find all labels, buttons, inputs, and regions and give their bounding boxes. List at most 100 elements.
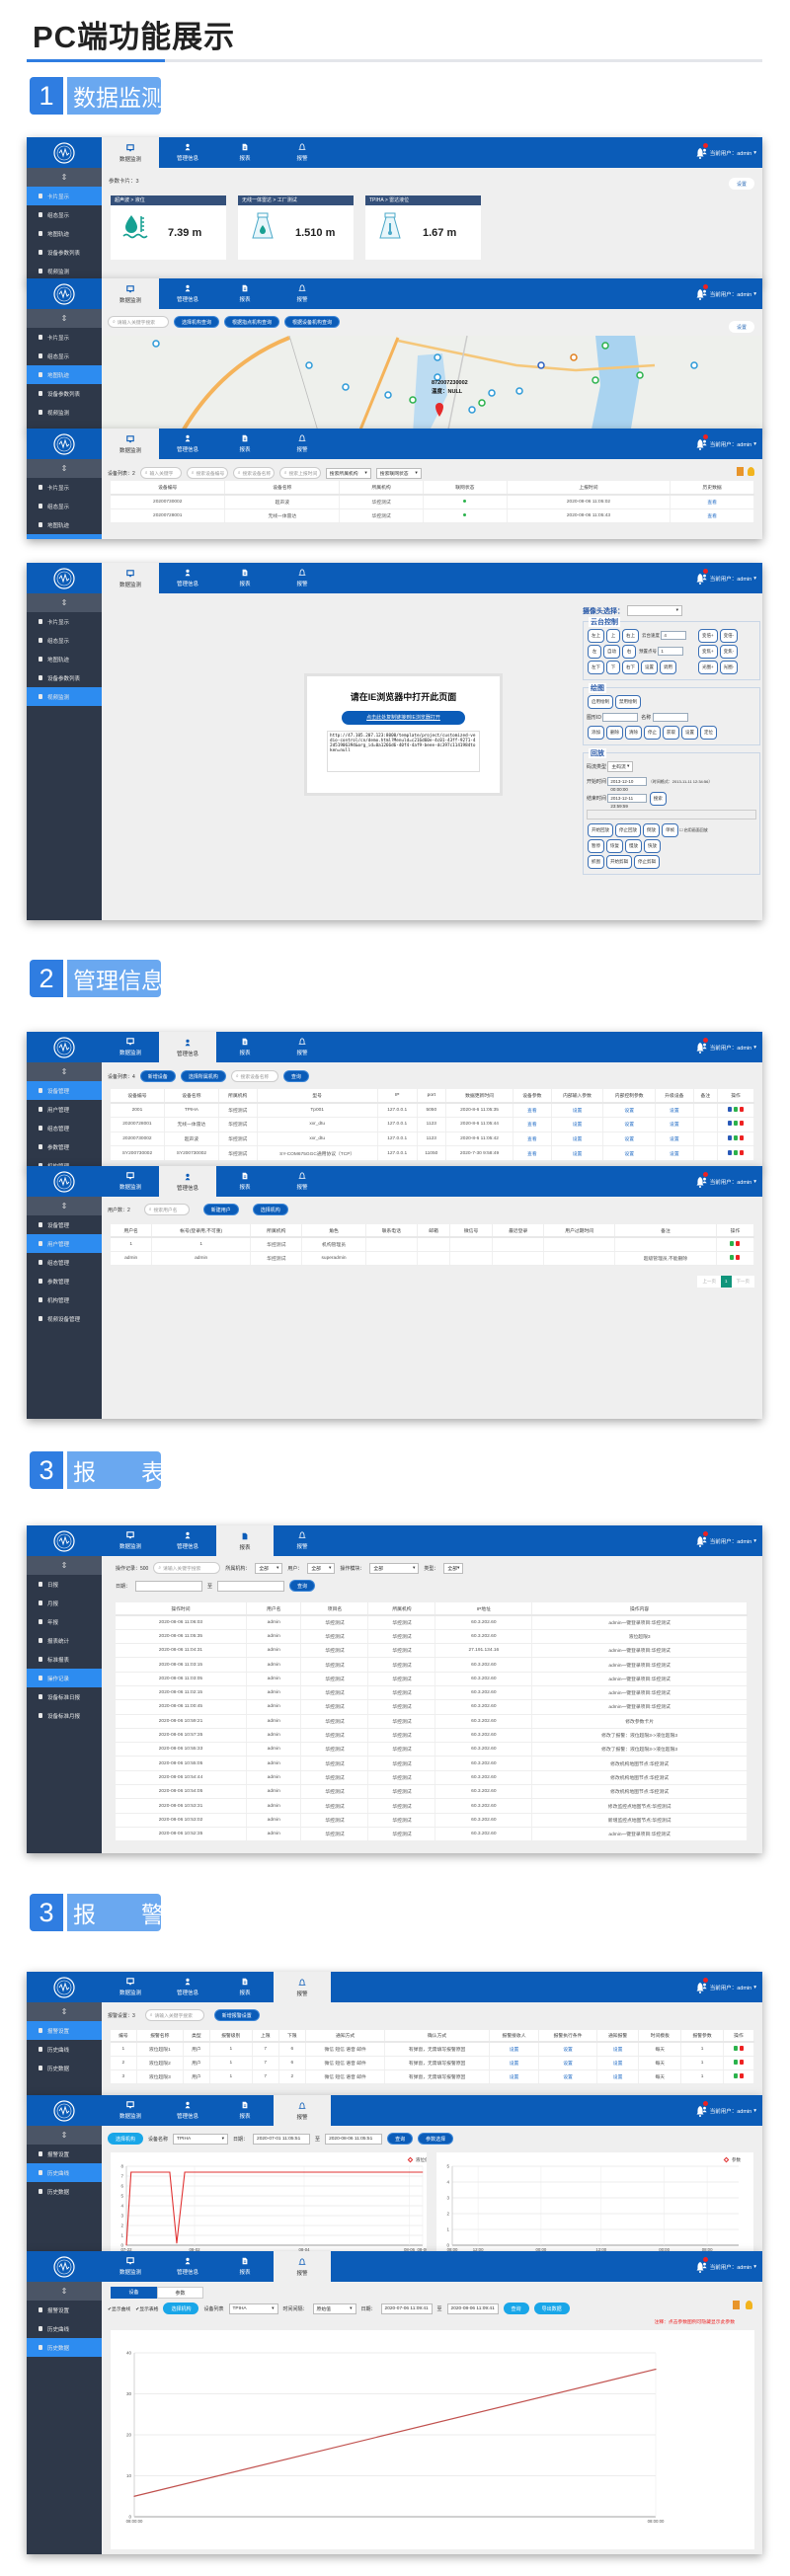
notification-bell-icon[interactable] (695, 284, 708, 300)
location-icon[interactable] (728, 1149, 733, 1155)
ptz-button[interactable]: 上 (606, 629, 620, 643)
device-search-input[interactable]: ⌕ 搜索设备名称 (230, 1070, 278, 1082)
playback-button[interactable]: 开始回放 (588, 823, 613, 837)
sidebar-item[interactable]: 操作记录 (27, 1669, 102, 1687)
sidebar-item[interactable]: 卡片显示 (27, 328, 102, 347)
sidebar-item[interactable]: 参数管理 (27, 1272, 102, 1290)
filter-input[interactable]: ⌕ 搜索设备编号 (186, 467, 228, 479)
sidebar-item[interactable]: 地图轨迹 (27, 365, 102, 384)
link-settings[interactable]: 设置 (612, 2061, 623, 2067)
delete-icon[interactable] (739, 2072, 744, 2078)
reverse-playback-checkbox[interactable]: ☐ 启用画面回放 (679, 827, 708, 832)
link-settings[interactable]: 设置 (563, 2061, 573, 2067)
tab-alarm[interactable]: 报警 (274, 137, 331, 168)
tab-management[interactable]: 管理信息 (159, 278, 216, 309)
tab-report[interactable]: 报表 (216, 1525, 274, 1558)
sidebar-item[interactable]: 视频设备管理 (27, 1309, 102, 1328)
map-filter-button[interactable]: 根据指点机构查询 (224, 316, 280, 328)
sidebar-item[interactable]: 设备参数列表 (27, 534, 102, 539)
map-poi-marker[interactable] (515, 387, 523, 395)
tab-management[interactable]: 管理信息 (159, 2251, 216, 2282)
delete-icon[interactable] (740, 1134, 745, 1140)
ptz-button[interactable]: 调用 (660, 661, 676, 674)
delete-icon[interactable] (739, 2045, 744, 2051)
sidebar-item[interactable]: 设备参数列表 (27, 243, 102, 262)
sidebar-item[interactable]: 视频监测 (27, 262, 102, 280)
tab-alarm[interactable]: 报警 (274, 278, 331, 309)
edit-icon[interactable] (734, 1121, 739, 1127)
tab-alarm[interactable]: 报警 (274, 1525, 331, 1556)
sidebar-collapse-toggle[interactable]: ⇕ (27, 168, 102, 187)
sidebar-item[interactable]: 卡片显示 (27, 478, 102, 497)
notification-bell-icon[interactable] (695, 1978, 708, 1993)
tab-management[interactable]: 管理信息 (159, 1166, 216, 1199)
map-poi-marker[interactable] (592, 376, 599, 384)
user-menu[interactable]: 当前用户：admin ▾ (701, 574, 756, 583)
link-settings[interactable]: 设置 (624, 1151, 634, 1157)
map-poi-marker[interactable] (537, 361, 545, 369)
sidebar-item[interactable]: 报警设置 (27, 2301, 102, 2319)
edit-icon[interactable] (734, 1134, 739, 1140)
edit-icon[interactable] (733, 2059, 738, 2065)
ptz-button[interactable]: 右 (622, 645, 636, 659)
tab-management[interactable]: 管理信息 (159, 1525, 216, 1556)
add-user-button[interactable]: 新建用户 (202, 1204, 239, 1215)
edit-icon[interactable] (730, 1240, 735, 1246)
delete-icon[interactable] (740, 1121, 745, 1127)
end-date-input[interactable]: 2020-08-06 11:09:41 (446, 2303, 499, 2314)
select-org-button[interactable]: 选择机构 (108, 2133, 144, 2145)
tab-report[interactable]: 报表 (216, 563, 274, 593)
export-icon[interactable] (737, 467, 744, 476)
sidebar-item[interactable]: 视频监测 (27, 403, 102, 422)
lens-button[interactable]: 光圈+ (698, 661, 718, 674)
tab-report[interactable]: 报表 (216, 278, 274, 309)
sidebar-item[interactable]: 组态显示 (27, 205, 102, 224)
tab-data-monitor[interactable]: 数据监测 (102, 2095, 159, 2126)
filter-input[interactable]: ⌕ 搜索设备名称 (232, 467, 275, 479)
tab-report[interactable]: 报表 (216, 1972, 274, 2002)
tab-alarm[interactable]: 报警 (274, 563, 331, 593)
start-date-input[interactable]: 2020-07-01 11:05:51 (253, 2133, 311, 2145)
sidebar-item[interactable]: 设备管理 (27, 1081, 102, 1100)
link-settings[interactable]: 设置 (624, 1123, 634, 1129)
lens-button[interactable]: 变倍+ (698, 629, 718, 643)
user-menu[interactable]: 当前用户：admin ▾ (701, 1536, 756, 1545)
tab-alarm[interactable]: 报警 (274, 429, 331, 459)
link-view[interactable]: 查看 (527, 1151, 537, 1157)
link-settings[interactable]: 设置 (509, 2047, 519, 2053)
delete-icon[interactable] (736, 1254, 741, 1260)
query-button[interactable]: 查询 (282, 1070, 309, 1082)
module-select[interactable]: 全部 ▾ (369, 1562, 420, 1574)
edit-icon[interactable] (734, 1107, 739, 1113)
ptz-button[interactable]: 左下 (588, 661, 604, 674)
notification-bell-icon[interactable] (695, 1038, 708, 1054)
map-poi-marker[interactable] (636, 371, 644, 379)
map-poi-marker[interactable] (434, 353, 441, 361)
next-page-button[interactable]: 下一页 (731, 1276, 754, 1288)
sidebar-item[interactable]: 报表统计 (27, 1631, 102, 1650)
sidebar-item[interactable]: 标准报表 (27, 1650, 102, 1669)
draw-action-button[interactable]: 设置 (681, 726, 698, 740)
draw-button[interactable]: 启用绘制 (588, 695, 613, 709)
tab-report[interactable]: 报表 (216, 1032, 274, 1062)
lens-button[interactable]: 变焦- (719, 645, 739, 659)
prev-page-button[interactable]: 上一页 (697, 1276, 721, 1288)
url-textarea[interactable]: http://47.105.207.123:8000/template/proj… (327, 731, 480, 772)
edit-icon[interactable] (733, 2045, 738, 2051)
playback-button[interactable]: 恢复 (606, 839, 623, 853)
sidebar-item[interactable]: 报警设置 (27, 2021, 102, 2040)
link-settings[interactable]: 设置 (572, 1136, 583, 1142)
sidebar-collapse-toggle[interactable]: ⇕ (27, 593, 102, 612)
user-menu[interactable]: 当前用户：admin ▾ (701, 1043, 756, 1052)
camera-select[interactable]: ▾ (627, 605, 682, 616)
draw-action-button[interactable]: 添加 (588, 726, 604, 740)
ptz-speed-select[interactable]: 4 (661, 631, 687, 641)
export-icon[interactable] (733, 2301, 740, 2309)
sidebar-collapse-toggle[interactable]: ⇕ (27, 1197, 102, 1215)
sidebar-item[interactable]: 组态显示 (27, 347, 102, 365)
user-menu[interactable]: 当前用户：admin ▾ (701, 2106, 756, 2115)
sidebar-item[interactable]: 历史曲线 (27, 2319, 102, 2338)
param-select-button[interactable]: 参数选择 (418, 2133, 454, 2145)
search-button[interactable]: 搜索 (649, 792, 667, 806)
tab-alarm[interactable]: 报警 (274, 2095, 331, 2128)
